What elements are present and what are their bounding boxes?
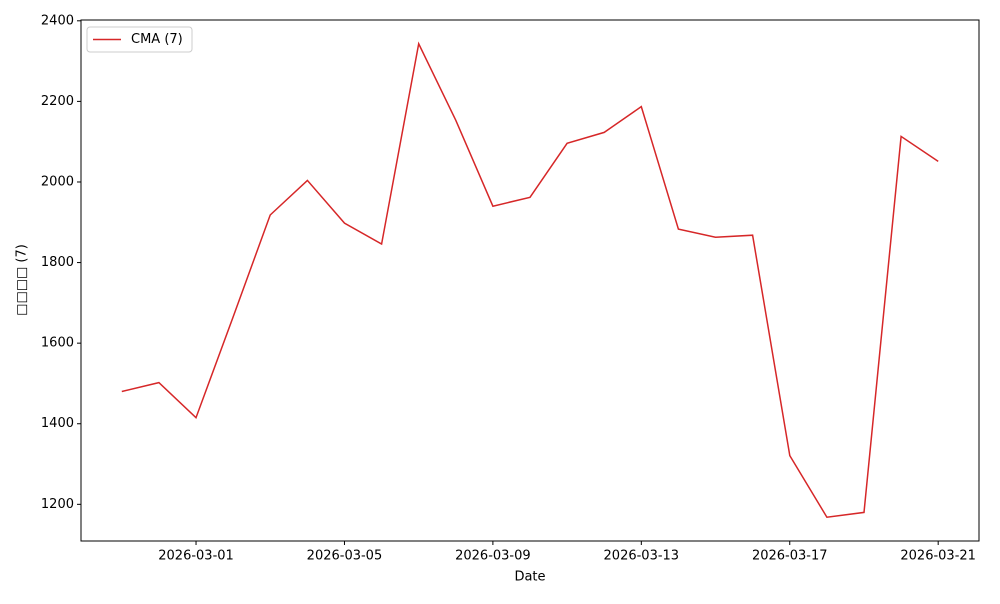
data-line <box>121 41 939 519</box>
x-tick-label: 2026-03-05 <box>307 549 383 564</box>
x-tick-label: 2026-03-21 <box>900 549 976 564</box>
y-tick-label: 2200 <box>41 94 74 109</box>
y-tick-label: 1400 <box>41 416 74 431</box>
y-tick-label: 1600 <box>41 336 74 351</box>
y-tick-label: 2400 <box>41 13 74 28</box>
x-tick-label: 2026-03-17 <box>752 549 828 564</box>
y-axis-label: □□□□ (7) <box>15 244 30 316</box>
legend-box <box>86 26 193 53</box>
x-tick-label: 2026-03-13 <box>604 549 680 564</box>
legend-label: CMA (7) <box>131 32 183 47</box>
x-axis-label: Date <box>514 570 545 585</box>
plot-frame <box>80 19 980 542</box>
x-tick-label: 2026-03-09 <box>455 549 531 564</box>
y-tick-label: 1200 <box>41 497 74 512</box>
y-tick-label: 2000 <box>41 174 74 189</box>
x-tick-label: 2026-03-01 <box>158 549 234 564</box>
y-tick-label: 1800 <box>41 255 74 270</box>
